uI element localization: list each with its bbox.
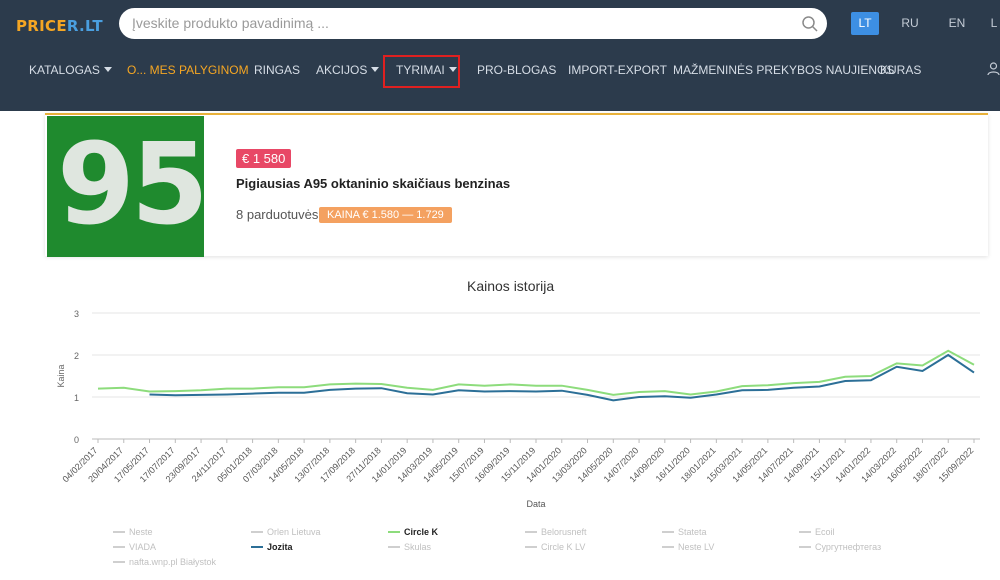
nav-akcijos-label: AKCIJOS (316, 63, 368, 77)
nav-retail-news[interactable]: MAŽMENINĖS PREKYBOS NAUJIENOS (673, 63, 895, 77)
product-image-text: 95 (57, 120, 204, 250)
legend-item[interactable]: Jozita (267, 542, 294, 552)
search-icon[interactable] (801, 15, 819, 33)
user-icon[interactable] (987, 62, 1000, 76)
legend-item[interactable]: Neste LV (678, 542, 714, 552)
site-logo[interactable]: PRICER.LT (16, 17, 103, 35)
y-axis-label: Kaina (56, 364, 66, 387)
price-history-chart: 0123Kaina04/02/201720/04/201717/05/20171… (56, 309, 980, 567)
nav-akcijos[interactable]: AKCIJOS (316, 63, 380, 77)
lang-lt-button[interactable]: LT (851, 12, 879, 35)
series-line (149, 353, 975, 402)
logo-suffix: R.LT (66, 17, 103, 35)
lang-en-button[interactable]: EN (948, 16, 966, 30)
legend-item[interactable]: VIADA (129, 542, 156, 552)
nav-katalogas-label: KATALOGAS (29, 63, 100, 77)
nav-kuras[interactable]: KURAS (880, 63, 922, 77)
y-tick-label: 0 (74, 435, 79, 445)
search-input[interactable] (132, 15, 792, 31)
x-axis-label: Data (526, 499, 545, 509)
legend-item[interactable]: Stateta (678, 527, 707, 537)
product-card: 95 € 1 580 Pigiausias A95 oktaninio skai… (45, 113, 988, 257)
price-badge: € 1 580 (236, 149, 292, 168)
series-line (97, 349, 975, 396)
caret-down-icon (448, 67, 457, 72)
legend-item[interactable]: Сургутнефтегаз (815, 542, 881, 552)
caret-down-icon (371, 67, 380, 72)
nav-tyrimai[interactable]: TYRIMAI (396, 63, 457, 77)
legend-item[interactable]: Circle K LV (541, 542, 585, 552)
y-tick-label: 3 (74, 309, 79, 319)
nav-import-export[interactable]: IMPORT-EXPORT (568, 63, 667, 77)
logo-main: PRICE (16, 17, 67, 35)
caret-down-icon (103, 67, 112, 72)
lang-ru-button[interactable]: RU (901, 16, 919, 30)
y-tick-label: 1 (74, 393, 79, 403)
price-range-badge: KAINA € 1.580 — 1.729 (319, 207, 452, 223)
nav-ringas[interactable]: RINGAS (254, 63, 301, 77)
legend-item[interactable]: nafta.wnp.pl Białystok (129, 557, 217, 567)
y-tick-label: 2 (74, 351, 79, 361)
nav-tyrimai-label: TYRIMAI (396, 63, 445, 77)
legend-item[interactable]: Circle K (404, 527, 439, 537)
nav-palyginom[interactable]: O... MES PALYGINOM (127, 63, 249, 77)
product-title[interactable]: Pigiausias A95 oktaninio skaičiaus benzi… (236, 176, 511, 191)
legend-item[interactable]: Orlen Lietuva (267, 527, 321, 537)
legend-item[interactable]: Ecoil (815, 527, 835, 537)
highlight-box (383, 55, 460, 88)
nav-katalogas[interactable]: KATALOGAS (29, 63, 112, 77)
nav-pro-blogas[interactable]: PRO-BLOGAS (477, 63, 557, 77)
top-navigation-bar: PRICER.LT LT RU EN L KATALOGAS O... MES … (0, 0, 1000, 111)
lang-extra-button[interactable]: L (990, 16, 998, 30)
product-image[interactable]: 95 (47, 116, 204, 257)
legend-item[interactable]: Skulas (404, 542, 432, 552)
search-bar (119, 8, 827, 39)
chart-title: Kainos istorija (467, 278, 555, 294)
legend-item[interactable]: Neste (129, 527, 153, 537)
store-count: 8 parduotuvės (236, 207, 319, 222)
legend-item[interactable]: Belorusneft (541, 527, 587, 537)
